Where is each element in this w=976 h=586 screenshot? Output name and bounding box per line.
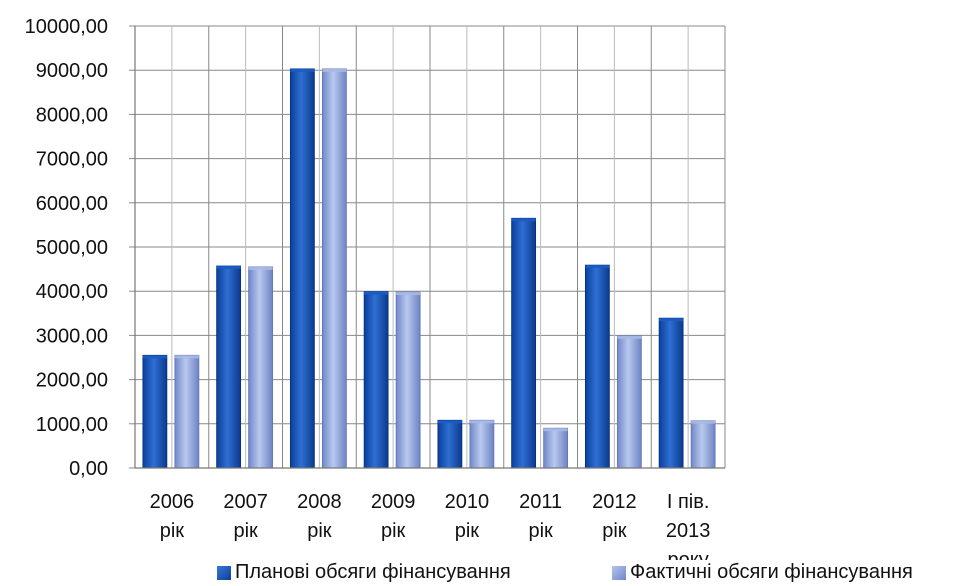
bar-plan-0 — [143, 355, 167, 468]
bar-fact-4 — [470, 420, 494, 468]
x-tick-label-0: 2006 рік — [150, 491, 195, 542]
bar-fact-0 — [175, 355, 199, 468]
bar-cap-plan-5 — [512, 218, 536, 221]
bar-cap-plan-2 — [290, 69, 314, 72]
bar-cap-plan-7 — [659, 318, 683, 321]
legend-swatch-plan — [217, 566, 231, 580]
bar-chart: 0,00 1000,00 2000,00 3000,00 4000,00 5000,00 6… — [0, 0, 976, 560]
y-tick-label: 3000,00 — [36, 325, 108, 347]
y-tick-label: 2000,00 — [36, 370, 108, 392]
y-tick-label: 8000,00 — [36, 104, 108, 126]
y-tick-label: 9000,00 — [36, 60, 108, 82]
bar-cap-plan-3 — [364, 292, 388, 295]
bar-cap-plan-6 — [585, 265, 609, 268]
bar-cap-fact-2 — [322, 69, 346, 72]
y-tick-label: 6000,00 — [36, 193, 108, 215]
legend-label-plan: Планові обсяги фінансування — [235, 561, 511, 584]
bar-plan-3 — [364, 292, 388, 468]
y-tick-label: 1000,00 — [36, 414, 108, 436]
bar-cap-plan-4 — [438, 420, 462, 423]
bar-fact-7 — [691, 421, 715, 468]
y-tick-label: 4000,00 — [36, 281, 108, 303]
bar-cap-fact-5 — [544, 428, 568, 431]
y-tick-label: 10000,00 — [25, 16, 108, 38]
x-tick-label-3: 2009 рік — [371, 491, 416, 542]
y-tick-label: 0,00 — [69, 458, 108, 480]
x-tick-label-5: 2011 рік — [519, 491, 562, 542]
bar-fact-5 — [544, 428, 568, 468]
x-tick-label-2: 2008 рік — [297, 491, 342, 542]
x-axis: 2006 рік 2007 рік 2008 рік 2009 рік 2010 рік 2011 р… — [135, 468, 725, 560]
bar-plan-4 — [438, 420, 462, 468]
bar-cap-fact-3 — [396, 292, 420, 295]
bar-plan-7 — [659, 318, 683, 468]
x-tick-label-6: 2012 рік — [592, 491, 637, 542]
y-tick-label: 7000,00 — [36, 149, 108, 171]
y-tick-label: 5000,00 — [36, 237, 108, 259]
bar-plan-2 — [290, 69, 314, 468]
legend: Планові обсяги фінансування Фактичні обс… — [0, 561, 976, 586]
bar-plan-1 — [217, 266, 241, 468]
bar-cap-plan-1 — [217, 266, 241, 269]
bar-cap-fact-0 — [175, 355, 199, 358]
bar-cap-fact-7 — [691, 421, 715, 424]
legend-item-plan: Планові обсяги фінансування — [217, 561, 511, 584]
bar-cap-fact-1 — [249, 267, 273, 270]
x-tick-label-1: 2007 рік — [223, 491, 268, 542]
bar-plan-6 — [585, 265, 609, 468]
x-tick-label-4: 2010 рік — [445, 491, 490, 542]
bar-fact-2 — [322, 69, 346, 468]
bar-fact-3 — [396, 292, 420, 468]
bar-cap-fact-4 — [470, 420, 494, 423]
y-axis: 0,00 1000,00 2000,00 3000,00 4000,00 5000,00 6… — [25, 16, 135, 480]
legend-item-fact: Фактичні обсяги фінансування — [612, 561, 913, 584]
bar-plan-5 — [512, 218, 536, 468]
bar-cap-fact-6 — [617, 336, 641, 339]
legend-swatch-fact — [612, 566, 626, 580]
bar-cap-plan-0 — [143, 355, 167, 358]
x-tick-label-7: І пів. 2013 року — [666, 491, 711, 560]
legend-label-fact: Фактичні обсяги фінансування — [630, 561, 913, 584]
bar-fact-1 — [249, 267, 273, 468]
bars — [143, 69, 715, 468]
bar-fact-6 — [617, 336, 641, 468]
